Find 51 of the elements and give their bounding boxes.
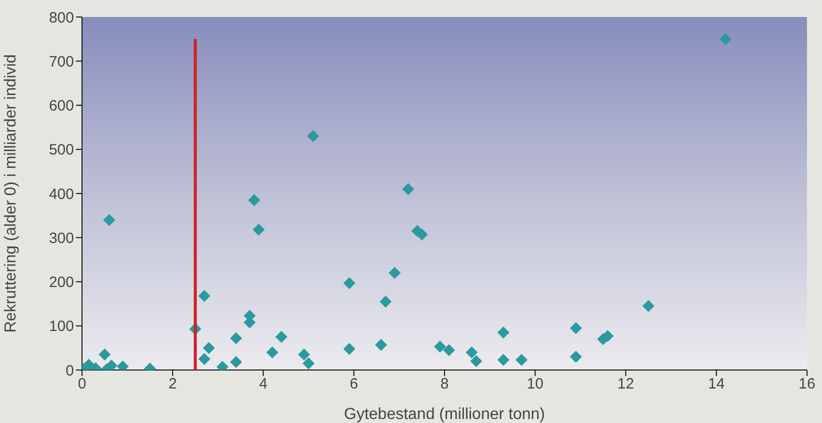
point xyxy=(230,332,242,344)
point xyxy=(497,354,510,366)
point xyxy=(202,342,215,354)
point xyxy=(298,348,310,361)
point xyxy=(98,348,111,361)
y-axis-title: Rekruttering (alder 0) i milliarder individ xyxy=(2,54,20,333)
point xyxy=(343,342,356,355)
point xyxy=(719,33,732,46)
point xyxy=(252,224,265,236)
point xyxy=(198,290,210,302)
y-tick-label: 600 xyxy=(48,98,74,115)
y-tick-label: 500 xyxy=(48,142,74,159)
point xyxy=(570,350,582,363)
point xyxy=(497,326,510,338)
point xyxy=(343,277,356,290)
x-axis-title: Gytebestand (millioner tonn) xyxy=(344,406,545,423)
point xyxy=(466,346,478,358)
point xyxy=(103,214,116,226)
point xyxy=(434,340,446,353)
point xyxy=(402,183,414,196)
point xyxy=(443,344,456,356)
point xyxy=(570,322,582,334)
x-tick-label: 8 xyxy=(440,376,449,393)
x-tick-label: 10 xyxy=(526,376,544,393)
x-tick-label: 14 xyxy=(708,376,725,393)
x-tick-label: 4 xyxy=(259,376,268,393)
x-tick-label: 12 xyxy=(617,376,634,393)
y-tick-label: 400 xyxy=(48,186,74,203)
y-tick-label: 800 xyxy=(48,9,74,26)
point xyxy=(388,266,401,279)
point xyxy=(470,355,482,368)
y-tick-label: 200 xyxy=(48,274,74,292)
point xyxy=(230,356,242,368)
point xyxy=(307,130,320,142)
y-tick-label: 300 xyxy=(48,230,74,247)
point xyxy=(266,346,278,358)
point xyxy=(198,352,210,365)
point xyxy=(642,300,654,312)
point xyxy=(275,330,288,343)
point xyxy=(375,338,388,351)
point xyxy=(248,194,260,206)
y-tick-label: 100 xyxy=(48,318,74,336)
point xyxy=(302,357,315,370)
x-tick-label: 2 xyxy=(168,376,177,393)
x-tick-label: 0 xyxy=(78,376,86,393)
x-tick-label: 6 xyxy=(350,376,358,393)
point xyxy=(380,296,392,308)
y-tick-label: 0 xyxy=(66,362,74,380)
point xyxy=(516,354,528,366)
x-tick-label: 16 xyxy=(798,376,816,393)
y-tick-label: 700 xyxy=(48,53,74,70)
